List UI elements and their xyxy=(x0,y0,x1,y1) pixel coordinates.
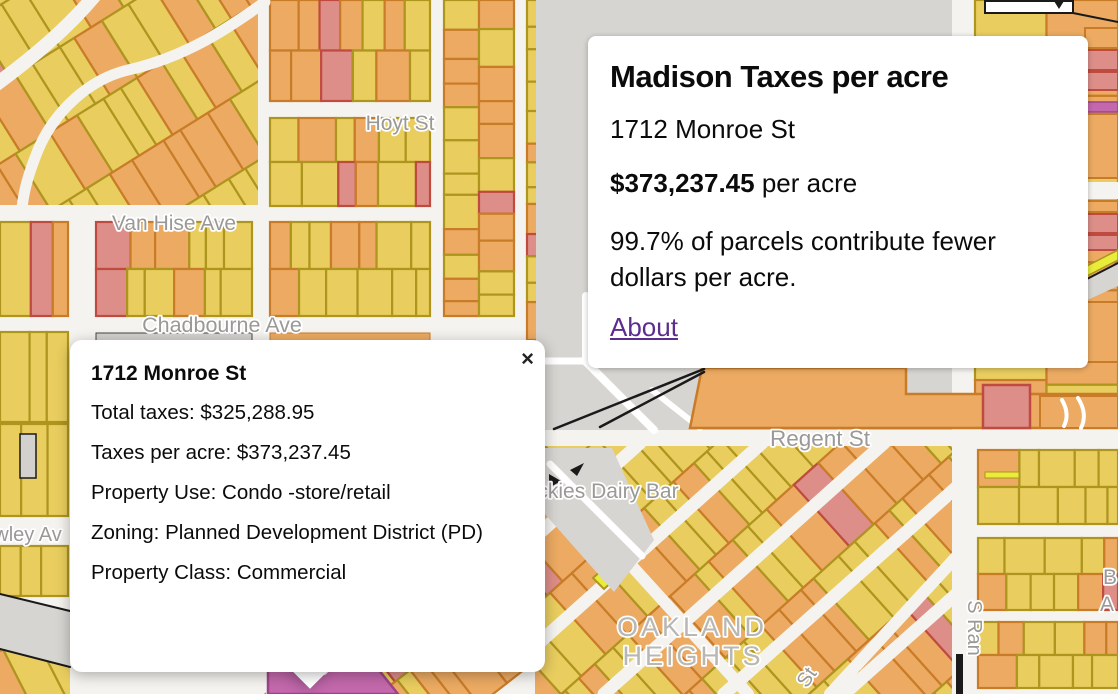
parcel-block[interactable] xyxy=(0,220,70,318)
about-link[interactable]: About xyxy=(610,312,678,342)
popup-line: Zoning: Planned Development District (PD… xyxy=(91,521,483,544)
map-feature xyxy=(1072,12,1118,23)
map-feature xyxy=(0,593,71,612)
map-feature xyxy=(717,446,952,694)
map-feature xyxy=(0,594,70,668)
street-label-regent-st: Regent St xyxy=(770,426,871,451)
panel-amount-suffix: per acre xyxy=(754,168,858,198)
popup-lines: Total taxes: $325,288.95 Taxes per acre: … xyxy=(91,393,523,593)
parcel-block[interactable] xyxy=(266,104,1118,694)
map-feature xyxy=(837,446,952,694)
popup-close-button[interactable]: × xyxy=(521,346,534,371)
map-feature xyxy=(1054,1,1064,9)
parcel-block[interactable] xyxy=(976,536,1118,612)
map-feature xyxy=(549,474,561,488)
panel-title: Madison Taxes per acre xyxy=(610,59,949,94)
info-panel: Madison Taxes per acre 1712 Monroe St $3… xyxy=(588,36,1088,368)
map-feature xyxy=(0,0,101,91)
map-feature xyxy=(1079,182,1118,199)
panel-per-acre: $373,237.45 per acre xyxy=(610,168,1066,199)
map-feature xyxy=(1084,49,1118,71)
popup-line: Total taxes: $325,288.95 xyxy=(91,401,315,424)
map-feature xyxy=(1084,213,1118,234)
map-feature xyxy=(1076,396,1086,430)
panel-stat: 99.7% of parcels contribute fewer dollar… xyxy=(610,226,996,292)
area-label-oakland: OAKLAND xyxy=(617,612,767,642)
street-label-van-hise-ave: Van Hise Ave xyxy=(112,212,236,235)
parcel-block[interactable] xyxy=(976,448,1118,526)
map-feature xyxy=(1084,113,1118,179)
parcel-block[interactable] xyxy=(268,220,432,318)
map-feature xyxy=(570,463,584,476)
map-feature xyxy=(1082,101,1118,113)
map-feature xyxy=(1082,301,1118,363)
map-feature xyxy=(1084,234,1118,251)
map-feature xyxy=(598,370,706,429)
map-feature xyxy=(1084,27,1118,49)
poi-label-mickies-dairy-bar: ckies Dairy Bar xyxy=(537,480,678,503)
parcel-block[interactable] xyxy=(268,0,432,103)
map-feature xyxy=(1083,262,1118,302)
map-feature xyxy=(984,0,1074,14)
parcel-block[interactable] xyxy=(0,330,70,424)
map-feature xyxy=(1082,262,1118,282)
popup-line: Property Use: Condo -store/retail xyxy=(91,481,391,504)
popup-line: Property Class: Commercial xyxy=(91,561,347,584)
street-label-edge-b: B xyxy=(1103,566,1117,589)
street-label-rowley-ave: wley Av xyxy=(0,524,62,546)
street-label-s-randall-partial: S Ran xyxy=(963,600,985,656)
map-feature xyxy=(546,460,646,560)
map-feature xyxy=(597,446,891,694)
map-feature xyxy=(1060,398,1069,428)
panel-amount: $373,237.45 xyxy=(610,168,755,198)
map-feature xyxy=(956,654,963,694)
map-feature xyxy=(824,549,952,694)
area-label-heights: HEIGHTS xyxy=(622,641,763,671)
map-feature xyxy=(1084,200,1118,213)
parcel-popup: × 1712 Monroe St Total taxes: $325,288.9… xyxy=(70,340,545,672)
popup-line: Taxes per acre: $373,237.45 xyxy=(91,441,351,464)
map-feature xyxy=(984,471,1020,479)
parcel-block[interactable] xyxy=(976,620,1118,690)
map-feature xyxy=(981,383,1032,430)
parcel-block[interactable] xyxy=(268,116,432,208)
panel-address: 1712 Monroe St xyxy=(610,114,796,144)
street-label-chadbourne-ave: Chadbourne Ave xyxy=(142,313,302,337)
map-feature xyxy=(19,433,37,479)
street-label-edge-a: A xyxy=(1100,593,1114,616)
parcel-block[interactable] xyxy=(442,0,516,318)
parcel-block[interactable] xyxy=(94,220,254,318)
map-feature xyxy=(552,367,706,431)
map-feature xyxy=(0,648,71,668)
street-label-hoyt-st: Hoyt St xyxy=(366,112,435,135)
parcel-block[interactable] xyxy=(0,544,70,598)
map-feature xyxy=(1084,71,1118,91)
popup-title: 1712 Monroe St xyxy=(91,362,247,385)
map-feature xyxy=(16,0,271,214)
